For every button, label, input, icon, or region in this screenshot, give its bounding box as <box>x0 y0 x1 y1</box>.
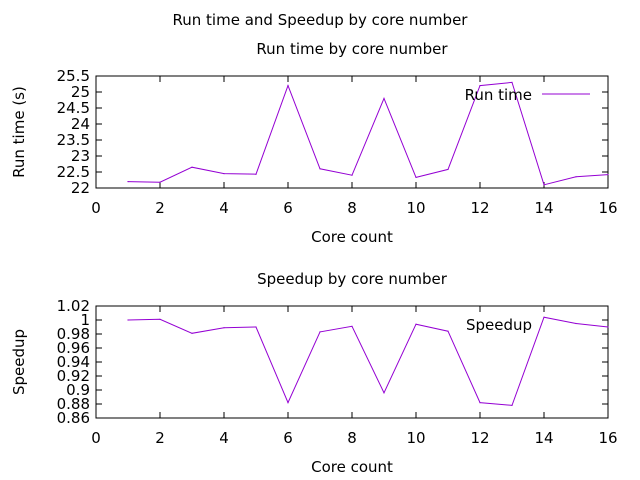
data-point <box>319 168 321 170</box>
x-tick-label: 12 <box>470 199 489 217</box>
x-tick-label: 0 <box>91 199 101 217</box>
data-point <box>319 331 321 333</box>
data-point <box>383 97 385 99</box>
x-tick-label: 16 <box>598 429 617 447</box>
data-point <box>447 168 449 171</box>
data-point <box>223 327 225 329</box>
x-axis-label: Core count <box>311 228 393 246</box>
series-line <box>127 316 609 406</box>
data-point <box>127 319 129 321</box>
x-tick-label: 8 <box>347 429 357 447</box>
legend-label: Run time <box>465 86 532 104</box>
y-tick-label: 24 <box>71 115 90 133</box>
data-point <box>287 85 289 87</box>
legend-label: Speedup <box>466 316 532 334</box>
y-tick-label: 22 <box>71 179 90 197</box>
data-point <box>479 402 481 404</box>
x-tick-label: 6 <box>283 429 293 447</box>
x-tick-label: 4 <box>219 429 229 447</box>
data-point <box>607 326 609 328</box>
y-tick-label: 0.88 <box>57 395 90 413</box>
y-axis-label: Run time (s) <box>10 86 28 178</box>
x-tick-label: 2 <box>155 199 165 217</box>
data-point <box>159 318 161 320</box>
figure-title: Run time and Speedup by core number <box>173 11 469 29</box>
data-point <box>223 173 225 175</box>
data-point <box>127 181 129 183</box>
x-tick-label: 8 <box>347 199 357 217</box>
y-tick-label: 0.98 <box>57 325 90 343</box>
data-point <box>191 332 193 334</box>
y-tick-label: 25 <box>71 83 90 101</box>
x-tick-label: 16 <box>598 199 617 217</box>
y-tick-label: 0.9 <box>66 381 90 399</box>
y-tick-label: 24.5 <box>57 99 90 117</box>
y-axis-label: Speedup <box>10 329 28 395</box>
y-tick-label: 23 <box>71 147 90 165</box>
y-tick-label: 0.86 <box>57 409 90 427</box>
y-tick-label: 22.5 <box>57 163 90 181</box>
y-tick-label: 25.5 <box>57 67 90 85</box>
data-point <box>383 392 385 394</box>
x-axis-label: Core count <box>311 458 393 476</box>
y-tick-label: 0.92 <box>57 367 90 385</box>
chart-title: Speedup by core number <box>257 270 448 288</box>
y-tick-label: 1 <box>80 311 90 329</box>
data-point <box>575 322 577 325</box>
series-line <box>127 81 609 186</box>
chart-title: Run time by core number <box>256 40 448 58</box>
data-point <box>511 81 513 83</box>
data-point <box>607 173 609 176</box>
data-point <box>255 326 257 328</box>
x-tick-label: 14 <box>534 429 553 447</box>
x-tick-label: 0 <box>91 429 101 447</box>
x-tick-label: 14 <box>534 199 553 217</box>
x-tick-label: 6 <box>283 199 293 217</box>
x-tick-label: 12 <box>470 429 489 447</box>
data-point <box>351 174 353 176</box>
data-point <box>351 325 353 327</box>
y-tick-label: 1.02 <box>57 297 90 315</box>
x-tick-label: 4 <box>219 199 229 217</box>
data-point <box>479 85 481 87</box>
data-point <box>415 323 417 325</box>
data-point <box>543 316 545 318</box>
data-point <box>575 176 577 178</box>
data-point <box>415 176 417 179</box>
data-point <box>543 184 545 186</box>
x-tick-label: 2 <box>155 429 165 447</box>
data-point <box>159 181 161 183</box>
data-point <box>287 402 289 404</box>
data-point <box>447 330 449 332</box>
data-point <box>255 173 257 175</box>
y-tick-label: 0.96 <box>57 339 90 357</box>
x-tick-label: 10 <box>406 429 425 447</box>
data-point <box>511 404 513 406</box>
x-tick-label: 10 <box>406 199 425 217</box>
y-tick-label: 23.5 <box>57 131 90 149</box>
data-point <box>191 166 193 168</box>
y-tick-label: 0.94 <box>57 353 90 371</box>
